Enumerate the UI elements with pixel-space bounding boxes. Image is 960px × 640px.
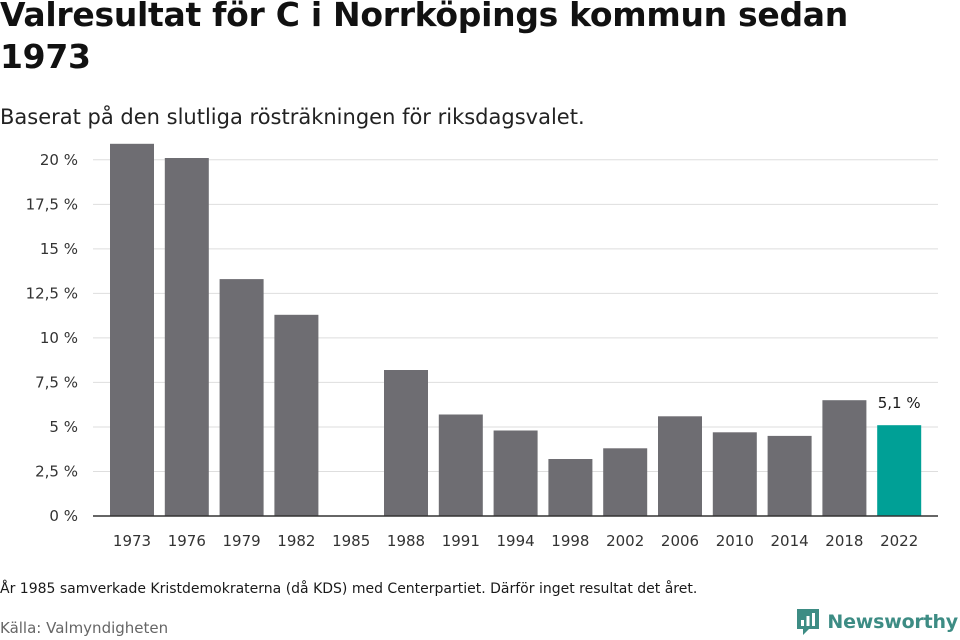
x-tick-label: 2010 xyxy=(716,532,754,550)
x-tick-label: 2014 xyxy=(771,532,809,550)
chart-title: Valresultat för C i Norrköpings kommun s… xyxy=(0,0,848,76)
bar-2018 xyxy=(822,400,867,516)
y-tick-label: 0 % xyxy=(49,507,78,525)
y-tick-label: 2,5 % xyxy=(35,462,78,480)
x-tick-label: 2002 xyxy=(606,532,644,550)
x-tick-label: 1979 xyxy=(223,532,261,550)
newsworthy-logo-icon xyxy=(797,609,820,635)
data-label-2022: 5,1 % xyxy=(878,394,921,412)
x-tick-label: 1991 xyxy=(442,532,480,550)
bars xyxy=(110,143,922,517)
x-tick-label: 1988 xyxy=(387,532,425,550)
x-tick-label: 2006 xyxy=(661,532,699,550)
y-tick-label: 17,5 % xyxy=(26,195,78,213)
x-tick-label: 1976 xyxy=(168,532,206,550)
bar-1988 xyxy=(384,370,428,516)
bar-chart: 0 % 2,5 % 5 % 7,5 % 10 % 12,5 % 15 % 17,5 % 20 %… xyxy=(26,143,938,550)
y-tick-label: 12,5 % xyxy=(26,284,78,302)
x-tick-label: 1994 xyxy=(497,532,535,550)
bar-2006 xyxy=(658,416,702,516)
x-tick-label: 1985 xyxy=(332,532,370,550)
chart-subtitle: Baserat på den slutliga rösträkningen fö… xyxy=(0,105,585,129)
bar-1976 xyxy=(164,158,209,516)
bar-1979 xyxy=(219,279,264,516)
x-tick-label: 1998 xyxy=(551,532,589,550)
data-labels: 5,1 % xyxy=(878,394,921,412)
bar-1973 xyxy=(110,143,154,517)
bar-2022 xyxy=(877,425,922,516)
y-tick-label: 7,5 % xyxy=(35,373,78,391)
bar-1982 xyxy=(274,314,319,516)
bar-1998 xyxy=(548,459,593,516)
y-tick-label: 20 % xyxy=(40,151,78,169)
x-tick-label: 2022 xyxy=(880,532,918,550)
bar-2010 xyxy=(712,432,757,516)
newsworthy-logo: Newsworthy xyxy=(795,607,958,637)
x-tick-label: 2018 xyxy=(825,532,863,550)
y-axis-tick-labels: 0 % 2,5 % 5 % 7,5 % 10 % 12,5 % 15 % 17,5 % 20 % xyxy=(26,151,78,525)
bar-2014 xyxy=(767,435,812,516)
y-tick-label: 15 % xyxy=(40,240,78,258)
bar-2002 xyxy=(603,448,648,516)
chart-footnote: År 1985 samverkade Kristdemokraterna (då… xyxy=(0,581,698,597)
x-tick-label: 1982 xyxy=(277,532,315,550)
newsworthy-logo-text: Newsworthy xyxy=(827,611,958,633)
bar-1994 xyxy=(493,430,538,516)
y-tick-label: 10 % xyxy=(40,329,78,347)
bar-1991 xyxy=(438,414,483,516)
x-tick-label: 1973 xyxy=(113,532,151,550)
y-tick-label: 5 % xyxy=(49,418,78,436)
chart-source: Källa: Valmyndigheten xyxy=(0,619,169,637)
x-axis-tick-labels: 1973 1976 1979 1982 1985 1988 1991 1994 1998 2002… xyxy=(113,532,918,550)
